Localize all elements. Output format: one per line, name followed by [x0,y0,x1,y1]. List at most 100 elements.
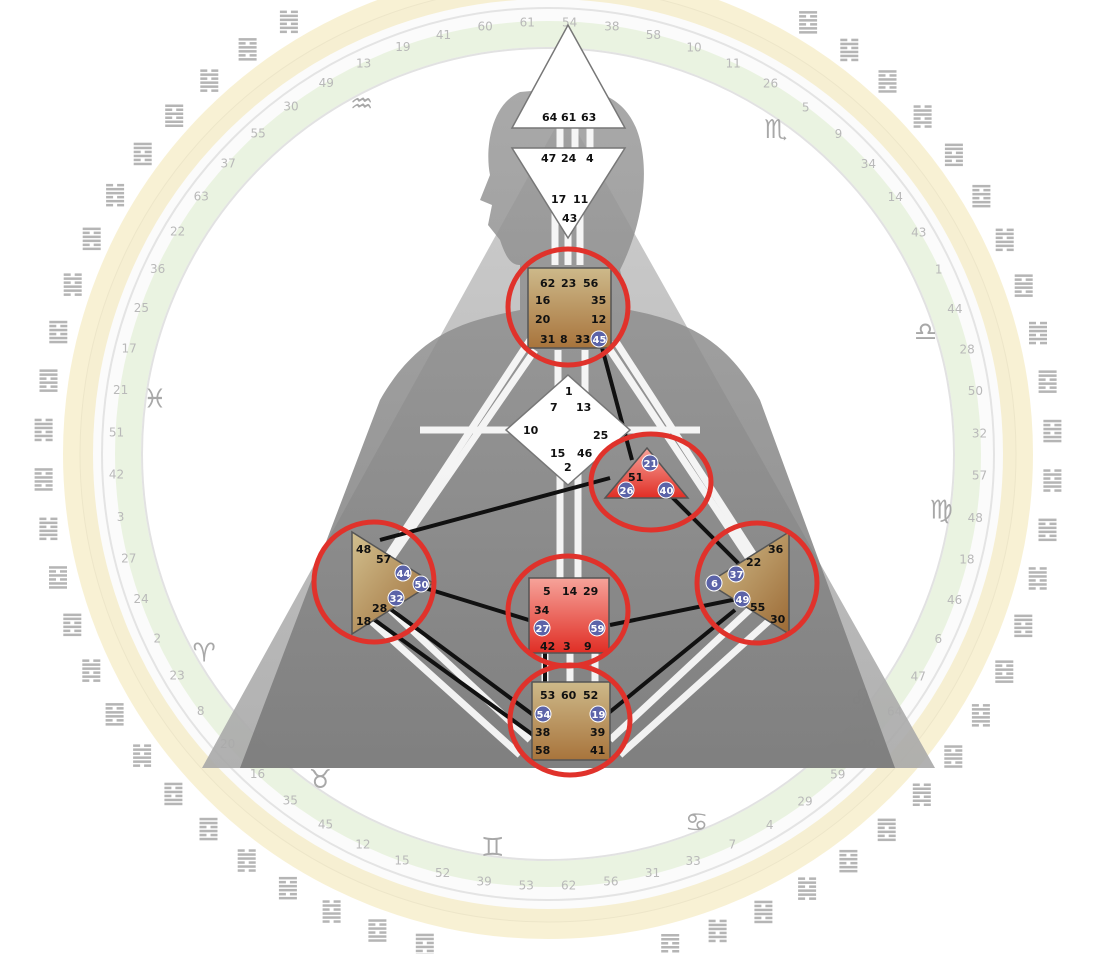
zodiac-sign-icon: ♓ [143,385,166,415]
solar-active-gate: 49 [736,595,750,606]
hexagram-icon [972,704,990,727]
hexagram-icon [1039,370,1057,393]
spleen-gate: 28 [372,602,387,615]
ring-gate-number: 45 [318,817,333,831]
root-center[interactable]: 53 60 52 38 58 39 41 54 19 [532,682,610,760]
ring-gate-number: 33 [685,854,700,868]
hexagram-icon [799,11,817,33]
ring-gate-number: 3 [117,510,125,524]
solar-active-gate: 6 [711,579,718,590]
ring-gate-number: 42 [109,468,124,482]
ring-gate-number: 18 [959,552,974,566]
hexagram-icon [106,703,124,726]
ring-gate-number: 58 [646,28,661,42]
g-gate: 2 [564,461,572,474]
throat-center[interactable]: 62 23 56 16 20 35 12 31 8 33 45 [528,268,611,348]
hexagram-icon [879,70,897,93]
hexagram-icon [238,849,256,872]
ring-gate-number: 21 [113,383,128,397]
hexagram-icon [239,38,257,61]
ring-gate-number: 39 [476,874,491,888]
zodiac-sign-icon: ♊ [481,833,504,863]
ring-gate-number: 56 [603,874,618,888]
sacral-gate: 29 [583,585,598,598]
ring-gate-number: 8 [197,704,205,718]
head-gate: 61 [561,111,576,124]
hexagram-icon [995,660,1013,683]
spleen-active-gate: 50 [415,580,429,591]
hexagram-icon [661,934,679,954]
hexagram-icon [945,144,963,167]
hexagram-icon [1015,274,1033,297]
zodiac-sign-icon: ♎ [914,317,937,347]
hexagram-icon [35,419,53,442]
hexagram-icon [840,39,858,62]
ajna-gate: 4 [586,152,594,165]
throat-gate: 20 [535,313,551,326]
spleen-gate: 57 [376,553,391,566]
hexagram-icon [1043,469,1061,492]
zodiac-sign-icon: ♈ [193,639,216,669]
ring-gate-number: 62 [561,879,576,893]
zodiac-sign-icon: ♒ [350,90,373,120]
hexagram-icon [200,818,218,841]
throat-gate: 8 [560,333,568,346]
solar-gate: 22 [746,556,761,569]
sacral-gate: 42 [540,640,555,653]
sacral-center[interactable]: 5 14 29 34 42 3 9 27 59 [529,578,609,653]
throat-gate: 16 [535,294,551,307]
g-gate: 15 [550,447,565,460]
ring-gate-number: 61 [520,16,535,30]
g-gate: 25 [593,429,608,442]
root-gate: 58 [535,744,550,757]
ring-gate-number: 32 [972,426,987,440]
hexagram-icon [83,228,101,251]
throat-active-gate: 45 [593,335,607,346]
ring-gate-number: 57 [972,469,987,483]
ajna-gate: 17 [551,193,566,206]
ajna-gate: 47 [541,152,556,165]
ring-gate-number: 15 [394,854,409,868]
ring-gate-number: 14 [888,190,903,204]
head-gate: 63 [581,111,596,124]
g-gate: 7 [550,401,558,414]
ring-gate-number: 29 [797,794,812,808]
hexagram-icon [49,321,67,344]
ajna-gate: 43 [562,212,577,225]
ring-gate-number: 22 [170,225,185,239]
hexagram-icon [1029,567,1047,590]
ring-gate-number: 17 [121,342,136,356]
ring-gate-number: 12 [355,837,370,851]
ring-gate-number: 31 [645,866,660,880]
throat-gate: 12 [591,313,606,326]
ring-gate-number: 47 [911,670,926,684]
hexagram-icon [913,784,931,807]
ring-gate-number: 30 [283,100,298,114]
spleen-active-gate: 44 [397,569,411,580]
ring-gate-number: 36 [150,262,165,276]
spleen-active-gate: 32 [390,594,404,605]
root-gate: 60 [561,689,577,702]
hexagram-icon [200,69,218,92]
hexagram-icon [944,745,962,768]
root-gate: 38 [535,726,550,739]
hexagram-icon [134,143,152,166]
hexagram-icon [368,919,386,942]
hexagram-icon [839,850,857,873]
sacral-gate: 5 [543,585,551,598]
ring-gate-number: 16 [250,767,265,781]
hexagram-icon [280,11,298,33]
ring-gate-number: 25 [134,301,149,315]
hexagram-icon [279,877,297,900]
ring-gate-number: 5 [802,100,810,114]
root-active-gate: 54 [537,710,551,721]
zodiac-sign-icon: ♏ [764,115,787,145]
ring-gate-number: 7 [728,838,736,852]
hexagram-icon [1029,322,1047,345]
throat-gate: 33 [575,333,590,346]
hexagram-icon [64,273,82,296]
hexagram-icon [914,105,932,128]
sacral-gate: 14 [562,585,578,598]
ring-gate-number: 55 [251,127,266,141]
